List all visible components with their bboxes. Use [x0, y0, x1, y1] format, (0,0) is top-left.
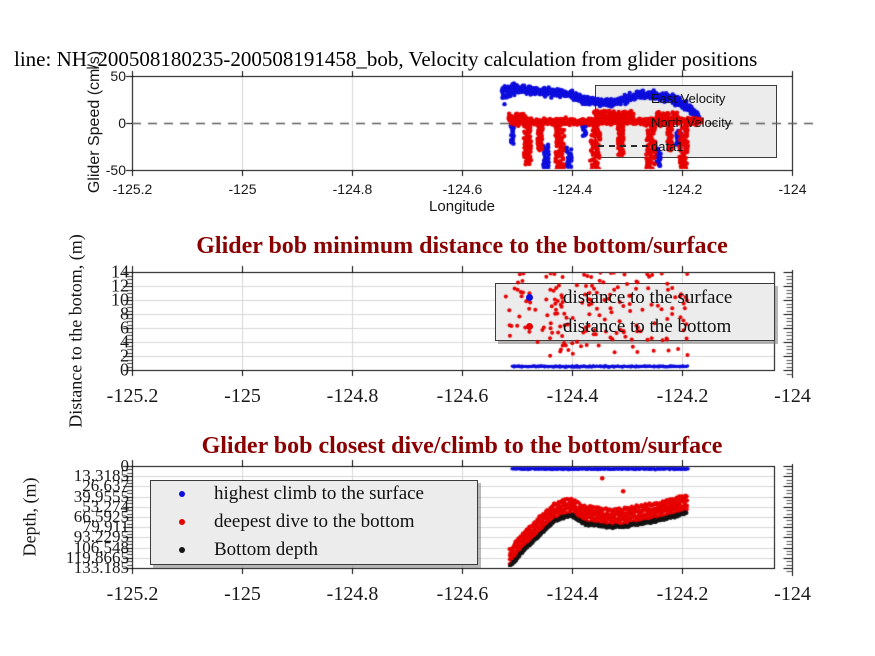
legend-label-distance-surface: distance to the surface [563, 286, 733, 308]
legend-label-distance-bottom: distance to the bottom [563, 315, 732, 337]
tick-label: -50 [105, 162, 126, 178]
legend-row-bottom-depth[interactable]: Bottom depth [150, 536, 478, 564]
distance-legend[interactable]: distance to the surface distance to the … [495, 283, 775, 341]
data1-marker-cell [595, 145, 651, 148]
legend-label-east-velocity: East Velocity [651, 91, 726, 107]
velocity-legend[interactable]: East Velocity North Velocity data1 [595, 85, 777, 158]
tick-label: -124 [774, 385, 811, 407]
tick-label: -124.8 [326, 385, 379, 407]
tick-label: -125 [228, 181, 257, 197]
distance-bottom-marker-cell [495, 323, 563, 330]
legend-row-data1[interactable]: data1 [595, 134, 777, 158]
legend-row-deepest-dive[interactable]: deepest dive to the bottom [150, 508, 478, 536]
legend-row-distance-surface[interactable]: distance to the surface [495, 283, 775, 312]
highest-climb-marker-cell [150, 491, 214, 497]
tick-label: -125.2 [106, 583, 159, 605]
distance-surface-dot-icon [525, 294, 533, 301]
legend-row-east-velocity[interactable]: East Velocity [595, 87, 777, 111]
tick-label: -124.6 [436, 385, 489, 407]
legend-row-north-velocity[interactable]: North Velocity [595, 111, 777, 135]
tick-label: -124.6 [436, 583, 489, 605]
distance-surface-marker-cell [495, 294, 563, 301]
east-velocity-dot-icon [620, 96, 626, 102]
y-axis-label-glider-speed: Glider Speed (cm/s) [86, 50, 103, 194]
tick-label: -124.4 [546, 583, 599, 605]
tick-label: -124.4 [552, 181, 593, 197]
legend-label-deepest-dive: deepest dive to the bottom [214, 511, 415, 532]
east-velocity-marker-cell [595, 96, 651, 102]
tick-label: -124.2 [662, 181, 703, 197]
tick-label: 50 [110, 68, 126, 84]
y-axis-label-depth: Depth, (m) [19, 477, 40, 557]
deepest-dive-marker-cell [150, 519, 214, 525]
tick-label: -124 [778, 181, 807, 197]
plot3-title: Glider bob closest dive/climb to the bot… [201, 433, 723, 459]
tick-label: -124.4 [546, 385, 599, 407]
tick-label: -124.8 [332, 181, 373, 197]
tick-label: -124.8 [326, 583, 379, 605]
legend-row-distance-bottom[interactable]: distance to the bottom [495, 312, 775, 341]
tick-label: -125 [224, 583, 261, 605]
tick-label: -125.2 [112, 181, 153, 197]
tick-label: 0 [118, 115, 126, 131]
tick-label: -124.2 [656, 583, 709, 605]
tick-label: -124 [774, 583, 811, 605]
tick-label: 0 [120, 359, 129, 380]
highest-climb-dot-icon [179, 491, 185, 497]
legend-label-data1: data1 [651, 138, 684, 154]
depth-legend[interactable]: highest climb to the surface deepest div… [150, 480, 478, 565]
tick-label: -124.2 [656, 385, 709, 407]
plot2-title: Glider bob minimum distance to the botto… [196, 233, 728, 259]
y-axis-label-distance: Distance to the botom, (m) [65, 234, 86, 428]
bottom-depth-dot-icon [179, 547, 185, 553]
legend-row-highest-climb[interactable]: highest climb to the surface [150, 480, 478, 508]
north-velocity-marker-cell [595, 120, 651, 125]
tick-label: -125.2 [106, 385, 159, 407]
legend-label-north-velocity: North Velocity [651, 115, 732, 130]
data1-dashed-line-icon [598, 145, 648, 148]
bottom-depth-marker-cell [150, 547, 214, 553]
x-axis-label-longitude: Longitude [429, 198, 495, 215]
deepest-dive-dot-icon [179, 519, 185, 525]
tick-label: -124.6 [442, 181, 483, 197]
tick-label: 133.185 [73, 558, 129, 577]
tick-label: -125 [224, 385, 261, 407]
distance-bottom-dot-icon [525, 323, 533, 330]
legend-label-bottom-depth: Bottom depth [214, 539, 318, 560]
north-velocity-dot-icon [620, 120, 626, 125]
legend-label-highest-climb: highest climb to the surface [214, 483, 424, 504]
